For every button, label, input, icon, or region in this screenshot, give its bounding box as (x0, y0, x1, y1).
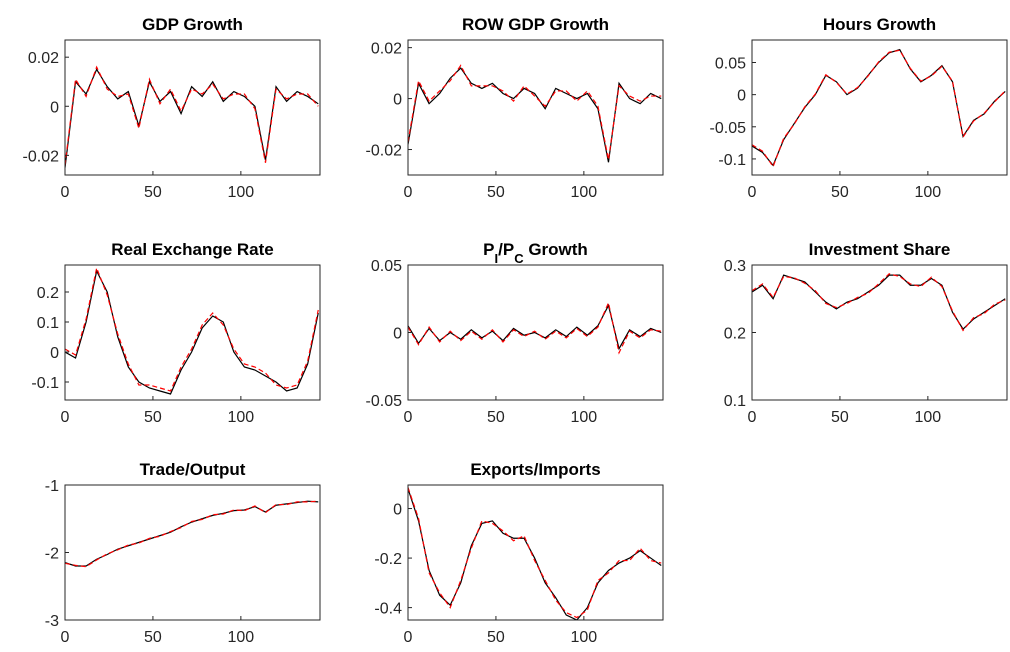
y-tick-label: -0.02 (366, 143, 403, 160)
series-line (408, 64, 662, 160)
x-tick-label: 100 (228, 629, 255, 646)
y-tick-label: -0.2 (374, 551, 402, 568)
y-tick-label: -0.4 (374, 601, 402, 618)
x-tick-label: 50 (487, 409, 505, 426)
y-tick-label: 0 (393, 326, 402, 343)
x-tick-label: 100 (571, 184, 598, 201)
series-line (65, 269, 319, 395)
y-tick-label: 0 (393, 92, 402, 109)
x-tick-label: 0 (61, 409, 70, 426)
series-line (752, 273, 1006, 332)
subplot-title: GDP Growth (142, 15, 243, 34)
axes-box (751, 264, 1008, 401)
x-tick-label: 0 (404, 409, 413, 426)
x-tick-label: 0 (748, 184, 757, 201)
x-tick-label: 100 (228, 409, 255, 426)
y-tick-label: -0.02 (23, 148, 60, 165)
title-part: Growth (524, 240, 588, 259)
x-tick-label: 0 (404, 629, 413, 646)
axes-box (407, 39, 664, 176)
y-tick-label: 0 (50, 345, 59, 362)
x-tick-label: 100 (571, 409, 598, 426)
x-tick-label: 100 (571, 629, 598, 646)
x-tick-label: 0 (61, 184, 70, 201)
y-tick-label: -3 (45, 613, 59, 630)
subplot-title: Investment Share (809, 240, 951, 259)
subplot: Investment Share 0.1 0.2 0.3 0 50 100 (724, 240, 1008, 426)
y-tick-label: 0.2 (724, 326, 746, 343)
axes-box (64, 264, 321, 401)
x-tick-label: 0 (404, 184, 413, 201)
y-tick-label: 0.3 (724, 258, 746, 275)
y-tick-label: 0 (50, 99, 59, 116)
subplot: Exports/Imports -0.4 -0.2 0 0 50 100 (374, 460, 664, 646)
y-tick-label: 0.05 (371, 258, 402, 275)
subplot-title: Trade/Output (140, 460, 246, 479)
x-tick-label: 50 (144, 184, 162, 201)
y-tick-label: 0.02 (28, 50, 59, 67)
x-tick-label: 50 (487, 629, 505, 646)
series-line (65, 500, 319, 568)
y-tick-label: -1 (45, 478, 59, 495)
axes-box (64, 484, 321, 621)
subplot: Hours Growth -0.1 -0.05 0 0.05 0 50 100 (710, 15, 1008, 201)
subplot: Real Exchange Rate-0.100.10.20 50 100 (31, 240, 321, 426)
y-tick-label: -0.05 (366, 393, 403, 410)
series-line (65, 265, 319, 392)
subplot-title: PI/PC Growth (483, 240, 588, 266)
x-tick-label: 100 (228, 184, 255, 201)
y-tick-label: -0.1 (718, 152, 746, 169)
title-part: I (495, 251, 499, 266)
series-line (408, 487, 662, 619)
x-tick-label: 50 (831, 184, 849, 201)
x-tick-label: 50 (487, 184, 505, 201)
y-tick-label: -2 (45, 546, 59, 563)
y-tick-label: 0.1 (37, 315, 59, 332)
x-tick-label: 50 (831, 409, 849, 426)
series-line (408, 488, 662, 620)
x-tick-label: 0 (748, 409, 757, 426)
x-tick-label: 50 (144, 629, 162, 646)
x-tick-label: 50 (144, 409, 162, 426)
subplot-title: Exports/Imports (470, 460, 600, 479)
title-part: P (483, 240, 494, 259)
title-part: C (514, 251, 524, 266)
series-line (752, 48, 1006, 167)
y-tick-label: 0.1 (724, 393, 746, 410)
y-tick-label: 0.05 (715, 56, 746, 73)
y-tick-label: 0.02 (371, 41, 402, 58)
series-line (752, 274, 1006, 331)
y-tick-label: -0.05 (710, 120, 747, 137)
series-line (408, 303, 662, 351)
subplot-title: Hours Growth (823, 15, 936, 34)
subplot: GDP Growth -0.02 0 0.02 0 50 100 (23, 15, 321, 201)
subplot-title: Real Exchange Rate (111, 240, 274, 259)
subplot: Trade/Output -3 -2 -1 0 50 100 (45, 460, 321, 646)
y-tick-label: 0 (393, 502, 402, 519)
series-line (752, 49, 1006, 168)
x-tick-label: 0 (61, 629, 70, 646)
y-tick-label: 0 (737, 88, 746, 105)
x-tick-label: 100 (915, 184, 942, 201)
series-line (408, 67, 662, 163)
series-line (65, 68, 319, 168)
series-line (65, 65, 319, 166)
subplot: ROW GDP Growth -0.02 0 0.02 0 50 100 (366, 15, 664, 201)
axes-box (407, 484, 664, 621)
axes-box (64, 39, 321, 176)
title-part: /P (498, 240, 514, 259)
series-line (408, 300, 662, 355)
y-tick-label: -0.1 (31, 375, 59, 392)
axes-box (751, 39, 1008, 176)
y-tick-label: 0.2 (37, 285, 59, 302)
subplot-title: ROW GDP Growth (462, 15, 609, 34)
x-tick-label: 100 (915, 409, 942, 426)
